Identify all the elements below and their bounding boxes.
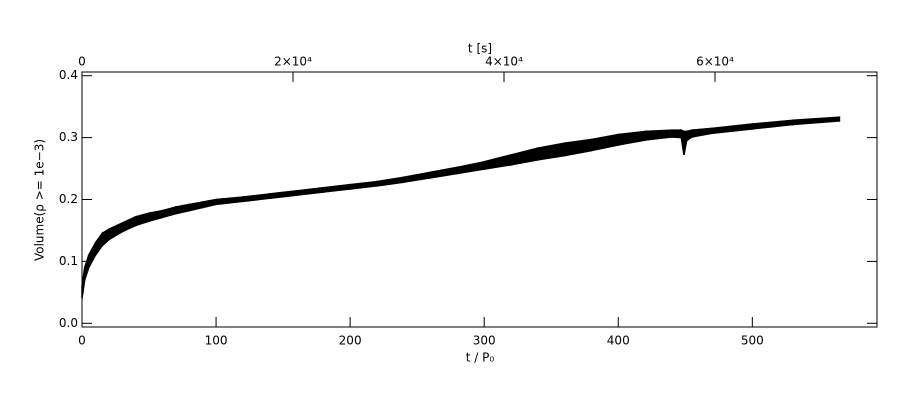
plot-frame [81,71,878,328]
x2-tick-label: 0 [78,55,86,69]
band-segment [590,133,620,152]
band-segment [376,176,405,187]
x2-tick-label: 6×10⁴ [696,55,734,69]
band-segment [94,231,103,258]
band-segment [711,123,754,135]
y-tick-label: 0.1 [59,254,78,268]
band-segment [201,198,217,209]
x-tick-label: 500 [741,334,764,348]
band-segment [161,205,177,219]
band-segment [537,142,566,161]
x-tick-label: 200 [339,334,362,348]
band-segment [403,171,432,184]
band-segment [791,116,841,126]
band-segment [510,147,539,166]
band-segment [134,212,150,227]
band-segment [751,119,794,130]
y-tick-label: 0.3 [59,130,78,144]
band-segment [563,138,593,157]
band-segment [349,180,378,190]
band-segment [617,130,646,146]
x2-axis-label: t [s] [468,42,492,56]
band-segment [87,242,97,268]
band-segment [175,203,191,215]
band-segment [242,193,271,203]
band-segment [101,227,110,248]
band-segment [215,196,244,206]
x2-tick-label: 2×10⁴ [274,55,312,69]
x-axis-label: t / P₀ [466,351,495,365]
y-tick-label: 0.0 [59,316,78,330]
band-segment [644,129,673,141]
band-segment [685,129,693,143]
y-tick-label: 0.2 [59,192,78,206]
band-segment [483,153,512,171]
band-segment [322,183,351,193]
band-segment [691,127,713,138]
band-segment [456,160,485,175]
x-tick-label: 0 [78,334,86,348]
band-segment [268,189,298,200]
band-segment [121,215,137,233]
band-segment [108,221,123,242]
x2-tick-label: 4×10⁴ [485,55,523,69]
x-tick-label: 400 [607,334,630,348]
band-segment [429,166,459,179]
y-axis-label: Volume(ρ >= 1e−3) [33,139,47,261]
y-tick-label: 0.4 [59,68,78,82]
x-tick-label: 100 [205,334,228,348]
x-tick-label: 300 [473,334,496,348]
band-segment [148,209,164,223]
band-segment [295,186,325,197]
band-segment [671,129,683,139]
band-segment [188,201,204,212]
